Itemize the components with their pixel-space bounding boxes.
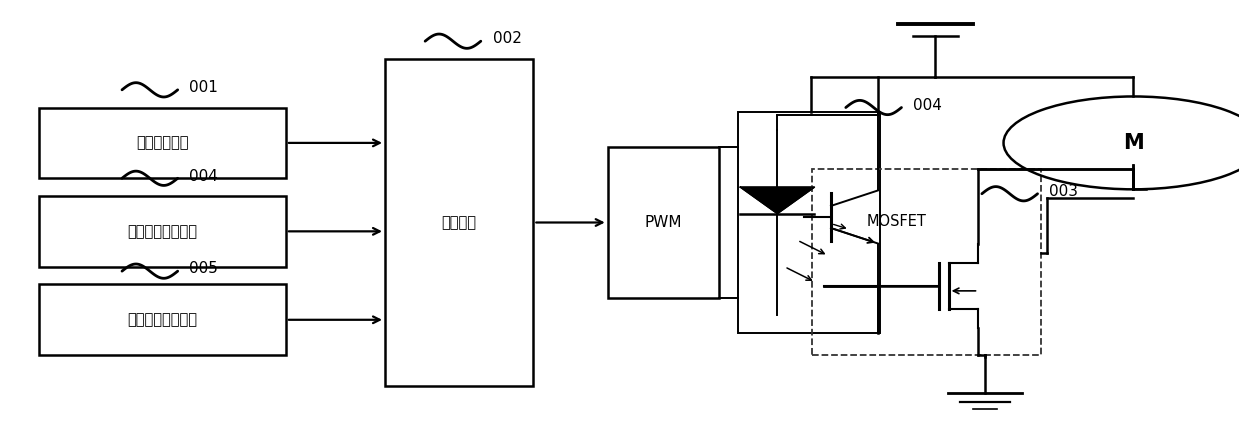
Text: MOSFET: MOSFET	[867, 214, 926, 229]
Text: 004: 004	[913, 98, 942, 113]
Text: 002: 002	[492, 32, 522, 46]
Bar	[812, 170, 1040, 355]
Text: 负载电流检测模块: 负载电流检测模块	[128, 224, 197, 239]
Bar	[608, 147, 719, 298]
Bar	[38, 284, 286, 355]
Bar	[384, 59, 533, 386]
Text: 001: 001	[190, 80, 218, 95]
Text: 005: 005	[190, 261, 218, 276]
Bar	[738, 112, 880, 333]
Text: M: M	[1123, 133, 1143, 153]
Text: 主控单元: 主控单元	[441, 215, 476, 230]
Text: 温度检测模块: 温度检测模块	[136, 135, 188, 150]
Text: 003: 003	[1049, 184, 1079, 199]
Bar	[38, 196, 286, 267]
Polygon shape	[740, 187, 815, 214]
Text: 004: 004	[190, 169, 218, 184]
Bar	[38, 108, 286, 178]
Text: 负载转速检测模块: 负载转速检测模块	[128, 312, 197, 327]
Text: PWM: PWM	[645, 215, 682, 230]
